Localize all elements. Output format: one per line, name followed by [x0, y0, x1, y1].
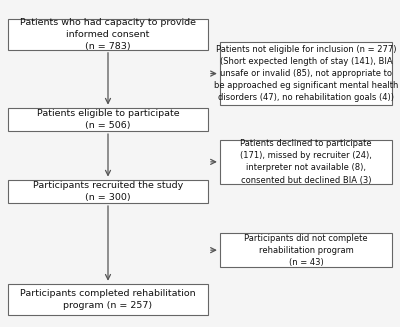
FancyBboxPatch shape [8, 108, 208, 131]
FancyBboxPatch shape [8, 180, 208, 203]
FancyBboxPatch shape [8, 284, 208, 315]
Text: Patients eligible to participate
(n = 506): Patients eligible to participate (n = 50… [37, 109, 179, 130]
Text: Participants completed rehabilitation
program (n = 257): Participants completed rehabilitation pr… [20, 289, 196, 310]
Text: Participants recruited the study
(n = 300): Participants recruited the study (n = 30… [33, 181, 183, 202]
FancyBboxPatch shape [220, 233, 392, 267]
Text: Patients declined to participate
(171), missed by recruiter (24),
interpreter no: Patients declined to participate (171), … [240, 139, 372, 184]
Text: Participants did not complete
rehabilitation program
(n = 43): Participants did not complete rehabilita… [244, 233, 368, 267]
FancyBboxPatch shape [220, 140, 392, 184]
FancyBboxPatch shape [8, 19, 208, 50]
Text: Patients who had capacity to provide
informed consent
(n = 783): Patients who had capacity to provide inf… [20, 18, 196, 51]
FancyBboxPatch shape [220, 42, 392, 105]
Text: Patients not eligible for inclusion (n = 277)
(Short expected length of stay (14: Patients not eligible for inclusion (n =… [214, 45, 398, 102]
